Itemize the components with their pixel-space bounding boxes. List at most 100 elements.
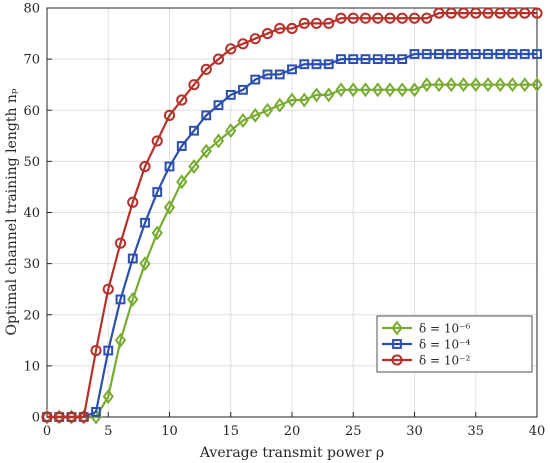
diamond-marker xyxy=(506,77,519,93)
square-marker xyxy=(372,54,383,65)
square-marker xyxy=(397,54,408,65)
square-marker xyxy=(336,54,346,65)
diamond-marker xyxy=(445,77,457,93)
circle-marker xyxy=(237,38,249,50)
circle-marker xyxy=(114,237,127,249)
circle-marker xyxy=(372,12,384,24)
square-marker xyxy=(127,253,138,264)
diamond-marker xyxy=(519,77,531,93)
diamond-marker xyxy=(310,87,323,103)
x-tick-label: 40 xyxy=(529,424,546,439)
circle-marker xyxy=(212,53,225,65)
square-marker xyxy=(360,54,371,65)
circle-marker xyxy=(286,22,298,35)
x-tick-label: 20 xyxy=(284,424,301,439)
circle-marker xyxy=(494,7,506,19)
circle-marker xyxy=(274,22,286,35)
circle-marker xyxy=(323,17,335,29)
square-marker xyxy=(392,339,402,349)
square-marker xyxy=(470,49,481,59)
circle-marker xyxy=(445,7,457,19)
diamond-marker xyxy=(433,77,445,93)
circle-marker xyxy=(249,33,261,45)
y-tick-label: 40 xyxy=(23,206,40,221)
square-marker xyxy=(507,49,518,59)
diamond-marker xyxy=(396,82,408,98)
square-marker xyxy=(434,49,444,59)
square-marker xyxy=(189,125,199,136)
series-square xyxy=(42,49,542,422)
diamond-marker xyxy=(531,77,543,93)
series-group xyxy=(41,7,543,425)
y-tick-label: 70 xyxy=(23,53,40,68)
square-marker xyxy=(458,49,469,59)
square-marker xyxy=(250,74,261,85)
square-marker xyxy=(287,64,297,75)
circle-marker xyxy=(310,17,323,29)
square-marker xyxy=(140,217,150,228)
diamond-marker xyxy=(151,225,163,241)
circle-marker xyxy=(200,63,212,75)
square-marker xyxy=(103,345,114,356)
square-marker xyxy=(274,69,285,80)
y-tick-label: 80 xyxy=(23,2,40,17)
circle-marker xyxy=(408,12,421,24)
circle-marker xyxy=(359,12,372,24)
square-marker xyxy=(385,54,395,65)
diamond-marker xyxy=(359,82,372,98)
diamond-marker xyxy=(421,77,433,93)
circle-marker xyxy=(261,27,274,40)
diamond-marker xyxy=(298,92,310,108)
y-tick-label: 30 xyxy=(23,257,40,272)
circle-marker xyxy=(384,12,396,24)
x-tick-label: 10 xyxy=(161,424,178,439)
circle-marker xyxy=(151,135,163,147)
square-marker xyxy=(532,49,542,59)
circle-marker xyxy=(482,7,494,19)
circle-marker xyxy=(470,7,482,19)
circle-marker xyxy=(347,12,359,24)
square-marker xyxy=(323,59,334,70)
square-marker xyxy=(152,187,163,197)
legend-item: δ = 10⁻² xyxy=(382,354,471,368)
diamond-marker xyxy=(212,133,225,149)
diamond-marker xyxy=(225,123,237,139)
diamond-marker xyxy=(102,389,114,405)
x-tick-label: 5 xyxy=(104,424,112,439)
diamond-marker xyxy=(470,77,482,93)
legend-item: δ = 10⁻⁴ xyxy=(382,338,471,352)
circle-marker xyxy=(188,79,200,91)
circle-marker xyxy=(41,411,53,423)
square-marker xyxy=(495,49,506,59)
circle-marker xyxy=(391,354,403,366)
diamond-marker xyxy=(139,256,151,272)
legend-item: δ = 10⁻⁶ xyxy=(382,320,471,336)
square-marker xyxy=(519,49,530,59)
circle-marker xyxy=(127,196,139,208)
square-marker xyxy=(348,54,359,65)
legend-label: δ = 10⁻² xyxy=(419,354,471,368)
y-tick-label: 0 xyxy=(32,411,40,426)
axis-ticks: 0 5 10 15 20 25 30 35 40 0 10 20 30 40 50 60 70 80 xyxy=(23,2,545,440)
diamond-marker xyxy=(188,159,200,174)
square-marker xyxy=(176,141,187,151)
diamond-marker xyxy=(114,332,127,348)
series-circle xyxy=(41,7,543,423)
y-tick-label: 50 xyxy=(23,155,40,170)
legend-label: δ = 10⁻⁶ xyxy=(419,322,471,336)
y-tick-label: 60 xyxy=(23,104,40,119)
diamond-marker xyxy=(347,82,359,98)
diamond-marker xyxy=(274,97,286,113)
x-axis-label: Average transmit power ρ xyxy=(199,445,384,461)
diamond-marker xyxy=(200,143,212,159)
diamond-marker xyxy=(127,291,139,307)
diamond-marker xyxy=(482,77,494,93)
square-marker xyxy=(299,59,310,70)
x-tick-label: 15 xyxy=(222,424,239,439)
diamond-marker xyxy=(261,102,274,118)
y-tick-label: 10 xyxy=(23,359,40,374)
diamond-marker xyxy=(237,113,249,128)
circle-marker xyxy=(531,7,543,19)
circle-marker xyxy=(396,12,408,24)
